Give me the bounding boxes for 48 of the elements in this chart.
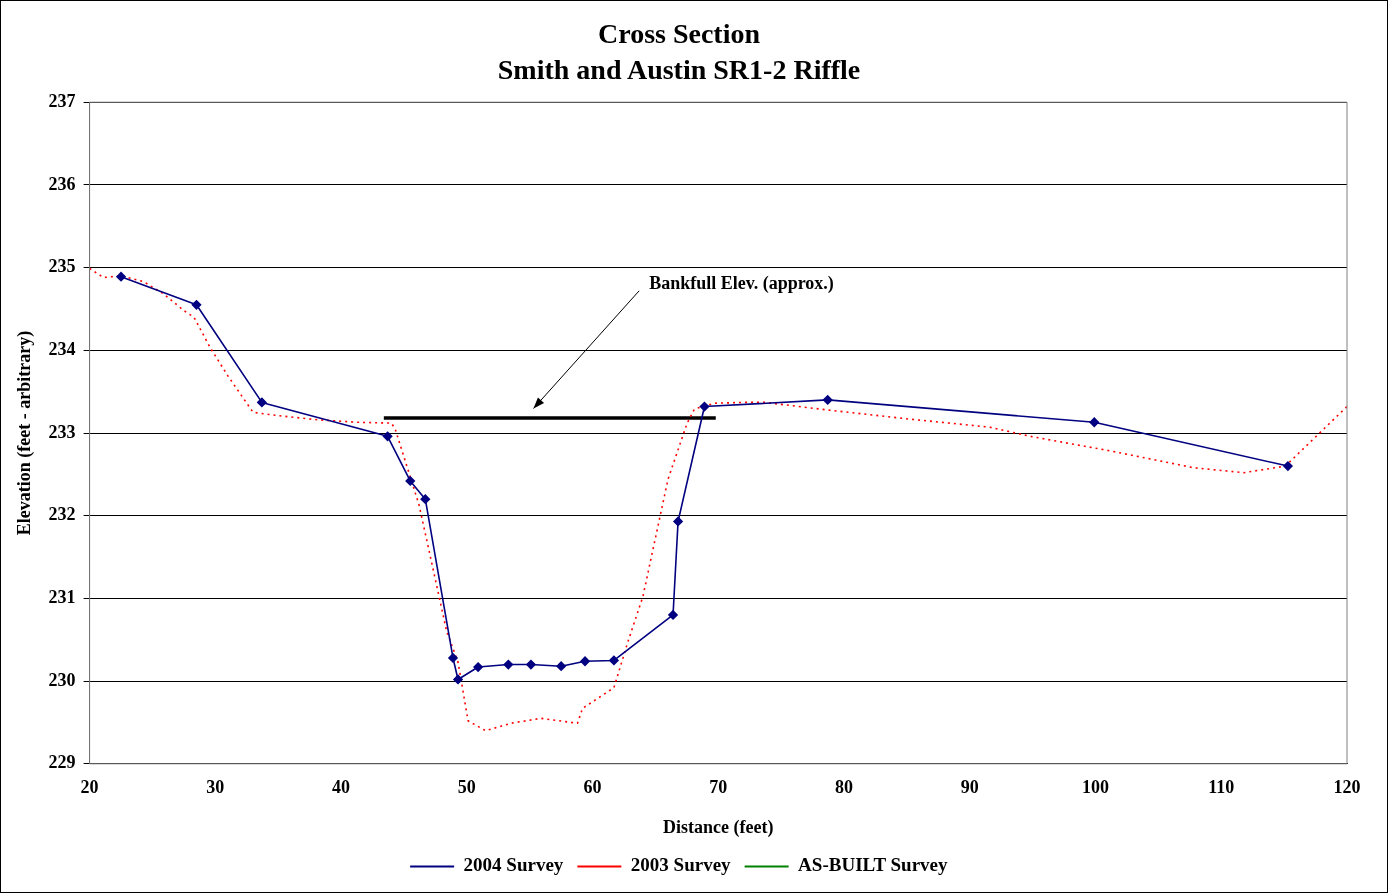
- point: [453, 674, 463, 685]
- point: [191, 300, 202, 310]
- point: [116, 271, 126, 282]
- y-axis-title: Elevation (feet - arbitrary): [14, 330, 36, 536]
- y-tick-label: 236: [48, 173, 76, 194]
- point: [822, 395, 833, 405]
- legend-label: 2004 Survey: [463, 854, 564, 876]
- point: [405, 476, 416, 486]
- point: [382, 431, 393, 442]
- point: [668, 610, 678, 620]
- x-tick-label: 50: [457, 777, 476, 798]
- x-tick-label: 20: [80, 777, 99, 798]
- point: [420, 494, 431, 504]
- chart-subtitle: Smith and Austin SR1-2 Riffle: [497, 53, 861, 85]
- y-tick-label: 231: [48, 587, 76, 608]
- y-tick-label: 233: [48, 421, 76, 442]
- x-tick-label: 60: [583, 777, 602, 798]
- point: [257, 397, 267, 408]
- x-tick-label: 110: [1208, 777, 1235, 798]
- point: [699, 401, 710, 412]
- point: [556, 661, 566, 672]
- point: [609, 655, 619, 666]
- point: [1089, 417, 1100, 428]
- x-tick-label: 120: [1333, 777, 1361, 798]
- x-tick-label: 90: [960, 777, 979, 798]
- chart-title: Cross Section: [597, 18, 761, 50]
- point: [526, 659, 536, 670]
- x-tick-label: 40: [332, 777, 351, 798]
- x-tick-label: 70: [709, 777, 728, 798]
- y-tick-label: 230: [48, 669, 76, 690]
- x-tick-label: 30: [206, 777, 225, 798]
- point: [1283, 461, 1293, 471]
- y-tick-label: 237: [48, 90, 76, 111]
- y-tick-label: 232: [48, 504, 76, 525]
- point: [580, 656, 590, 667]
- legend-label: AS-BUILT Survey: [798, 854, 949, 876]
- legend-label: 2003 Survey: [630, 854, 732, 876]
- x-axis-title: Distance (feet): [663, 816, 774, 838]
- point: [673, 516, 683, 527]
- x-tick-label: 100: [1082, 777, 1110, 798]
- annotation: Bankfull Elev. (approx.): [649, 273, 834, 295]
- point: [448, 653, 458, 663]
- y-tick-label: 235: [48, 256, 76, 277]
- x-tick-label: 80: [835, 777, 854, 798]
- y-tick-label: 229: [48, 752, 76, 773]
- point: [473, 662, 483, 672]
- y-tick-label: 234: [48, 338, 76, 359]
- point: [503, 659, 514, 670]
